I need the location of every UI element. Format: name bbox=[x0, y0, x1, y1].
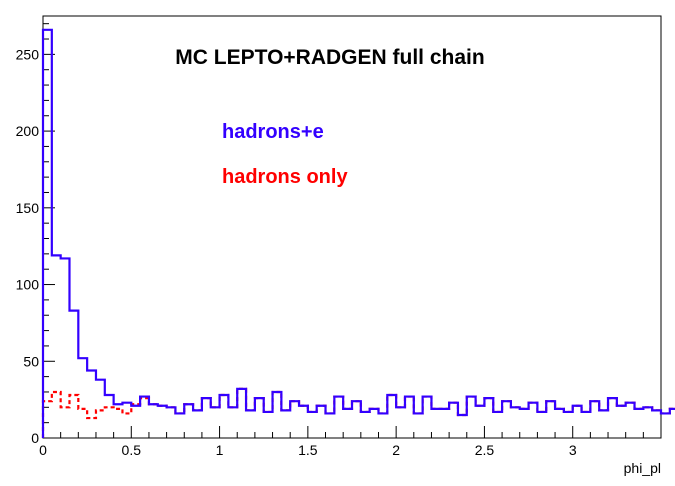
legend-label-hadrons-only: hadrons only bbox=[222, 166, 348, 188]
x-tick-label: 0.5 bbox=[122, 442, 142, 458]
x-tick-label: 3 bbox=[569, 442, 577, 458]
legend-label-hadrons-e: hadrons+e bbox=[222, 121, 324, 143]
x-tick-label: 2 bbox=[392, 442, 400, 458]
y-tick-label: 50 bbox=[23, 353, 39, 369]
y-tick-label: 100 bbox=[16, 277, 40, 293]
x-tick-label: 0 bbox=[39, 442, 47, 458]
y-tick-label: 200 bbox=[16, 123, 40, 139]
x-tick-label: 1.5 bbox=[298, 442, 318, 458]
y-tick-label: 250 bbox=[16, 46, 40, 62]
x-axis-title: phi_pl bbox=[624, 460, 661, 476]
chart-title: MC LEPTO+RADGEN full chain bbox=[175, 46, 484, 69]
x-tick-label: 1 bbox=[216, 442, 224, 458]
x-tick-label: 2.5 bbox=[475, 442, 495, 458]
y-tick-label: 0 bbox=[31, 430, 39, 446]
y-tick-label: 150 bbox=[16, 200, 40, 216]
